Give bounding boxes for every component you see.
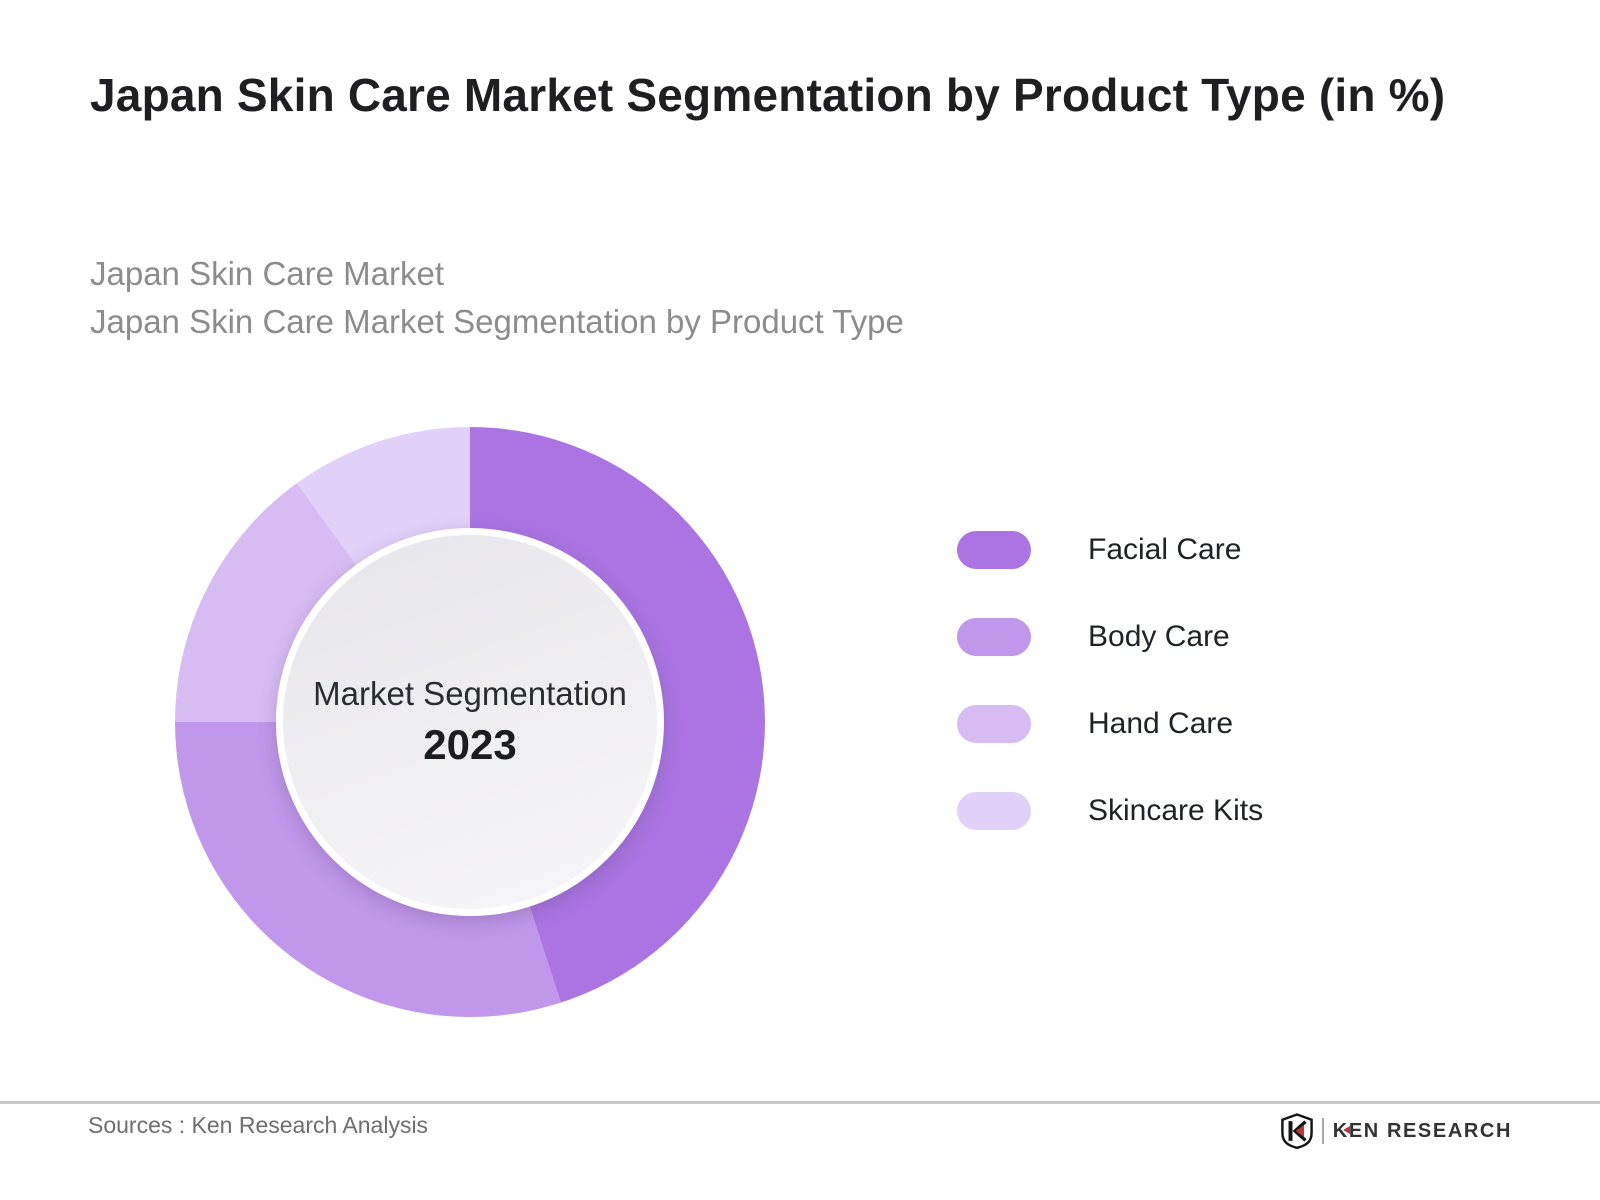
legend-label-body-care: Body Care — [1088, 620, 1230, 653]
chart-subtitle: Japan Skin Care Market Japan Skin Care M… — [90, 250, 1390, 346]
legend-swatch-skincare-kits — [957, 792, 1031, 830]
donut-center-year: 2023 — [423, 721, 517, 768]
legend-item-skincare-kits: Skincare Kits — [957, 792, 1263, 830]
legend-label-facial-care: Facial Care — [1088, 533, 1242, 566]
legend-label-hand-care: Hand Care — [1088, 707, 1234, 740]
ken-research-shield-icon — [1280, 1113, 1313, 1149]
chart-legend: Facial Care Body Care Hand Care Skincare… — [957, 531, 1263, 830]
legend-swatch-facial-care — [957, 531, 1031, 569]
donut-center-label: Market Segmentation — [313, 675, 627, 712]
chart-title: Japan Skin Care Market Segmentation by P… — [90, 69, 1446, 121]
footer-divider — [0, 1101, 1600, 1104]
logo-rest: EN RESEARCH — [1348, 1119, 1512, 1142]
logo-letter-k: K — [1332, 1119, 1349, 1142]
donut-center: Market Segmentation 2023 — [276, 528, 664, 916]
legend-swatch-body-care — [957, 618, 1031, 656]
legend-item-facial-care: Facial Care — [957, 531, 1263, 569]
logo-separator — [1321, 1118, 1324, 1144]
subtitle-line-2: Japan Skin Care Market Segmentation by P… — [90, 302, 904, 340]
subtitle-line-1: Japan Skin Care Market — [90, 255, 444, 292]
logo-text: K EN RESEARCH — [1333, 1120, 1512, 1143]
donut-chart: Market Segmentation 2023 — [175, 427, 765, 1017]
legend-swatch-hand-care — [957, 705, 1031, 743]
legend-item-body-care: Body Care — [957, 618, 1263, 656]
sources-text: Sources : Ken Research Analysis — [88, 1112, 429, 1138]
legend-item-hand-care: Hand Care — [957, 705, 1263, 743]
logo-k-accent-icon — [1342, 1125, 1350, 1134]
legend-label-skincare-kits: Skincare Kits — [1088, 794, 1264, 827]
ken-research-logo: K EN RESEARCH — [1280, 1112, 1512, 1150]
